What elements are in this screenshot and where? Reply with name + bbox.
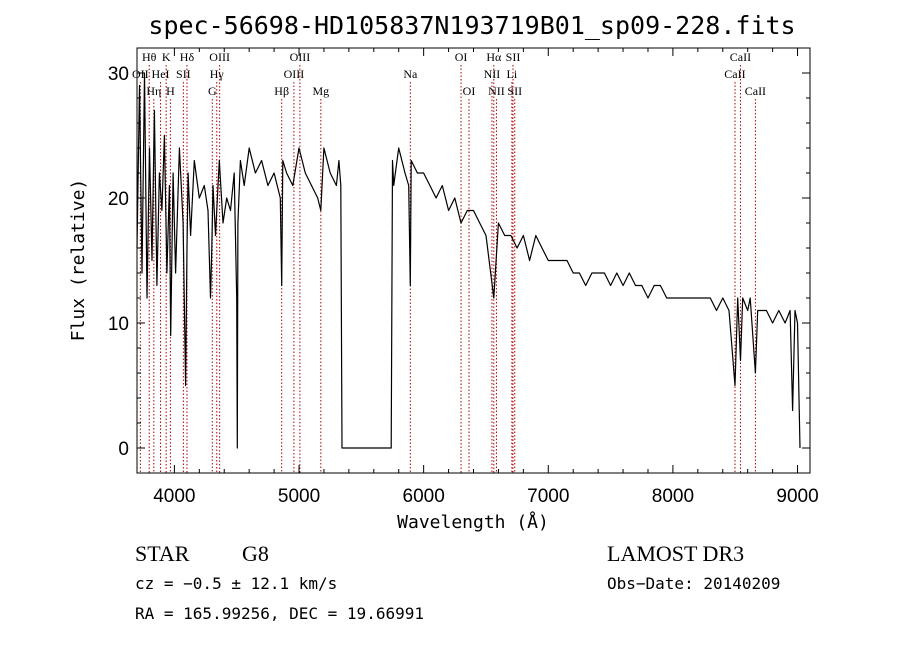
spectral-line-label: CaII — [745, 84, 766, 98]
spectral-line-label: CaII — [730, 50, 751, 64]
spectral-line-label: Na — [403, 67, 418, 81]
spectral-line-label: SII — [176, 67, 191, 81]
spectral-line-label: Hα — [486, 50, 502, 64]
x-tick-label: 5000 — [278, 486, 320, 507]
y-tick-label: 10 — [108, 314, 129, 335]
spectral-line-label: SII — [507, 84, 522, 98]
coordinates-readout: RA = 165.99256, DEC = 19.66991 — [135, 604, 424, 623]
y-tick-label: 20 — [108, 189, 129, 210]
chart-title: spec-56698-HD105837N193719B01_sp09-228.f… — [148, 11, 795, 40]
y-axis: 0 10 20 30 — [108, 64, 810, 460]
y-tick-label: 0 — [118, 439, 129, 460]
spectral-line-label: Li — [507, 67, 518, 81]
spectral-line-label: OII — [132, 67, 149, 81]
series-flux-line — [136, 72, 801, 449]
y-axis-label: Flux (relative) — [68, 179, 89, 342]
spectral-line-label: OI — [463, 84, 476, 98]
spectral-line-label: SII — [506, 50, 521, 64]
x-axis: 4000 5000 6000 7000 8000 9000 — [153, 48, 819, 507]
spectral-line-label: H — [166, 84, 175, 98]
y-tick-label: 30 — [108, 64, 129, 85]
spectral-line-label: Mg — [312, 84, 329, 98]
series-layer — [136, 72, 801, 449]
spectral-line-label: NII — [488, 84, 505, 98]
spectral-line-label: K — [162, 50, 171, 64]
object-class: STAR — [135, 541, 190, 566]
x-tick-label: 6000 — [403, 486, 445, 507]
spectral-line-label: Hη — [146, 84, 161, 98]
x-tick-label: 7000 — [527, 486, 569, 507]
x-tick-label: 8000 — [652, 486, 694, 507]
spectral-line-label: Hγ — [210, 67, 225, 81]
spectral-line-label: CaII — [724, 67, 745, 81]
x-axis-label: Wavelength (Å) — [397, 511, 549, 533]
x-tick-label: 9000 — [776, 486, 818, 507]
spectral-line-label: OIII — [284, 67, 305, 81]
survey-name: LAMOST DR3 — [607, 541, 744, 566]
redshift-readout: cz = −0.5 ± 12.1 km/s — [135, 574, 337, 593]
x-tick-label: 4000 — [153, 486, 195, 507]
spectral-line-label: OIII — [209, 50, 230, 64]
spectral-line-label: Hθ — [142, 50, 157, 64]
spectral-line-label: NII — [484, 67, 501, 81]
spectral-line-label: G — [208, 84, 217, 98]
spectral-line-label: OIII — [290, 50, 311, 64]
spectral-line-label: HeI — [152, 67, 170, 81]
spectral-line-label: OI — [455, 50, 468, 64]
spectral-subclass: G8 — [242, 541, 269, 566]
observation-date: Obs−Date: 20140209 — [607, 574, 780, 593]
spectral-line-label: Hβ — [274, 84, 289, 98]
spectral-line-label: Hδ — [180, 50, 195, 64]
